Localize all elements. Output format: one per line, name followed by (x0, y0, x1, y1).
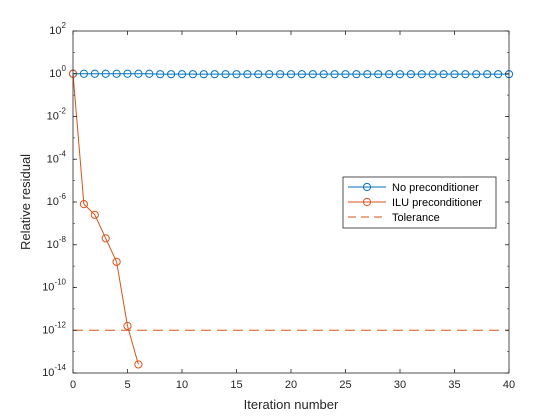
series-0-point (90, 69, 99, 78)
series-0-point (199, 70, 208, 79)
series-0-point (134, 69, 143, 78)
series-0-point (341, 70, 350, 79)
series-0-point (210, 70, 219, 79)
series-0-point (330, 70, 339, 79)
series-0-point (156, 70, 165, 79)
legend-label-0: No preconditioner (392, 182, 479, 194)
y-tick-label: 10-6 (47, 192, 67, 208)
series-1-point (79, 200, 89, 209)
series-0-point (123, 69, 132, 78)
series-0-point (79, 69, 89, 78)
series-0-point (265, 70, 274, 79)
y-tick-label: 10-12 (42, 320, 66, 336)
series-0-point (297, 70, 306, 79)
x-tick-label: 40 (503, 379, 515, 391)
series-0-point (167, 70, 176, 79)
series-0-point (461, 70, 470, 79)
series-0-point (439, 70, 448, 79)
x-tick-label: 10 (176, 379, 188, 391)
series-0-point (428, 70, 437, 79)
x-tick-label: 20 (285, 379, 297, 391)
y-axis-title: Relative residual (18, 154, 33, 250)
series-1-point (112, 257, 121, 266)
series-0-point (472, 70, 481, 79)
series-0-point (232, 70, 241, 79)
series-0-point (319, 70, 328, 79)
series-0-point (385, 70, 394, 79)
series-0-point (112, 69, 121, 78)
series-0-point (308, 70, 317, 79)
series-0-point (254, 70, 263, 79)
legend: No preconditioner ILU preconditioner Toler… (342, 176, 497, 229)
series-1-point (134, 360, 143, 369)
legend-marker-0 (362, 182, 372, 192)
series-0-point (101, 69, 110, 78)
series-0-point (276, 70, 285, 79)
x-tick-label: 5 (124, 379, 130, 391)
y-tick-label: 10-2 (47, 107, 67, 123)
series-0-point (363, 70, 372, 79)
series-0-point (450, 70, 459, 79)
series-0-point (406, 70, 415, 79)
series-0-point (417, 70, 426, 79)
y-tick-label: 10-8 (47, 235, 67, 251)
series-layer (68, 69, 514, 369)
x-tick-label: 30 (394, 379, 406, 391)
series-0-point (243, 70, 252, 79)
y-tick-label: 100 (49, 64, 66, 80)
y-tick-label: 10-14 (42, 363, 66, 379)
x-tick-label: 35 (448, 379, 460, 391)
series-0-point (286, 70, 296, 79)
y-tick-label: 102 (49, 21, 66, 37)
series-1-point (123, 321, 132, 331)
x-tick-label: 0 (70, 379, 76, 391)
legend-marker-1 (362, 197, 372, 207)
series-0-point (374, 70, 383, 79)
series-0-point (145, 69, 154, 78)
y-tick-label: 10-10 (42, 278, 66, 294)
x-axis-title: Iteration number (244, 397, 339, 412)
series-0-point (483, 70, 492, 79)
series-line-1 (72, 73, 139, 365)
series-1-point (90, 210, 99, 219)
series-1-point (101, 234, 110, 243)
y-tick-label: 10-4 (47, 149, 67, 165)
series-0-point (494, 70, 503, 79)
series-0-point (395, 70, 405, 79)
legend-label-1: ILU preconditioner (392, 197, 482, 209)
legend-label-2: Tolerance (392, 212, 440, 224)
series-0-point (221, 70, 230, 79)
x-tick-label: 25 (339, 379, 351, 391)
axes-layer: 0 5 10 15 20 25 30 35 40 102 100 10-2 10-4 10-6 10-8 10… (42, 21, 515, 391)
series-0-point (188, 70, 197, 79)
series-0-point (177, 70, 187, 79)
x-tick-label: 15 (230, 379, 242, 391)
series-0-point (352, 70, 361, 79)
